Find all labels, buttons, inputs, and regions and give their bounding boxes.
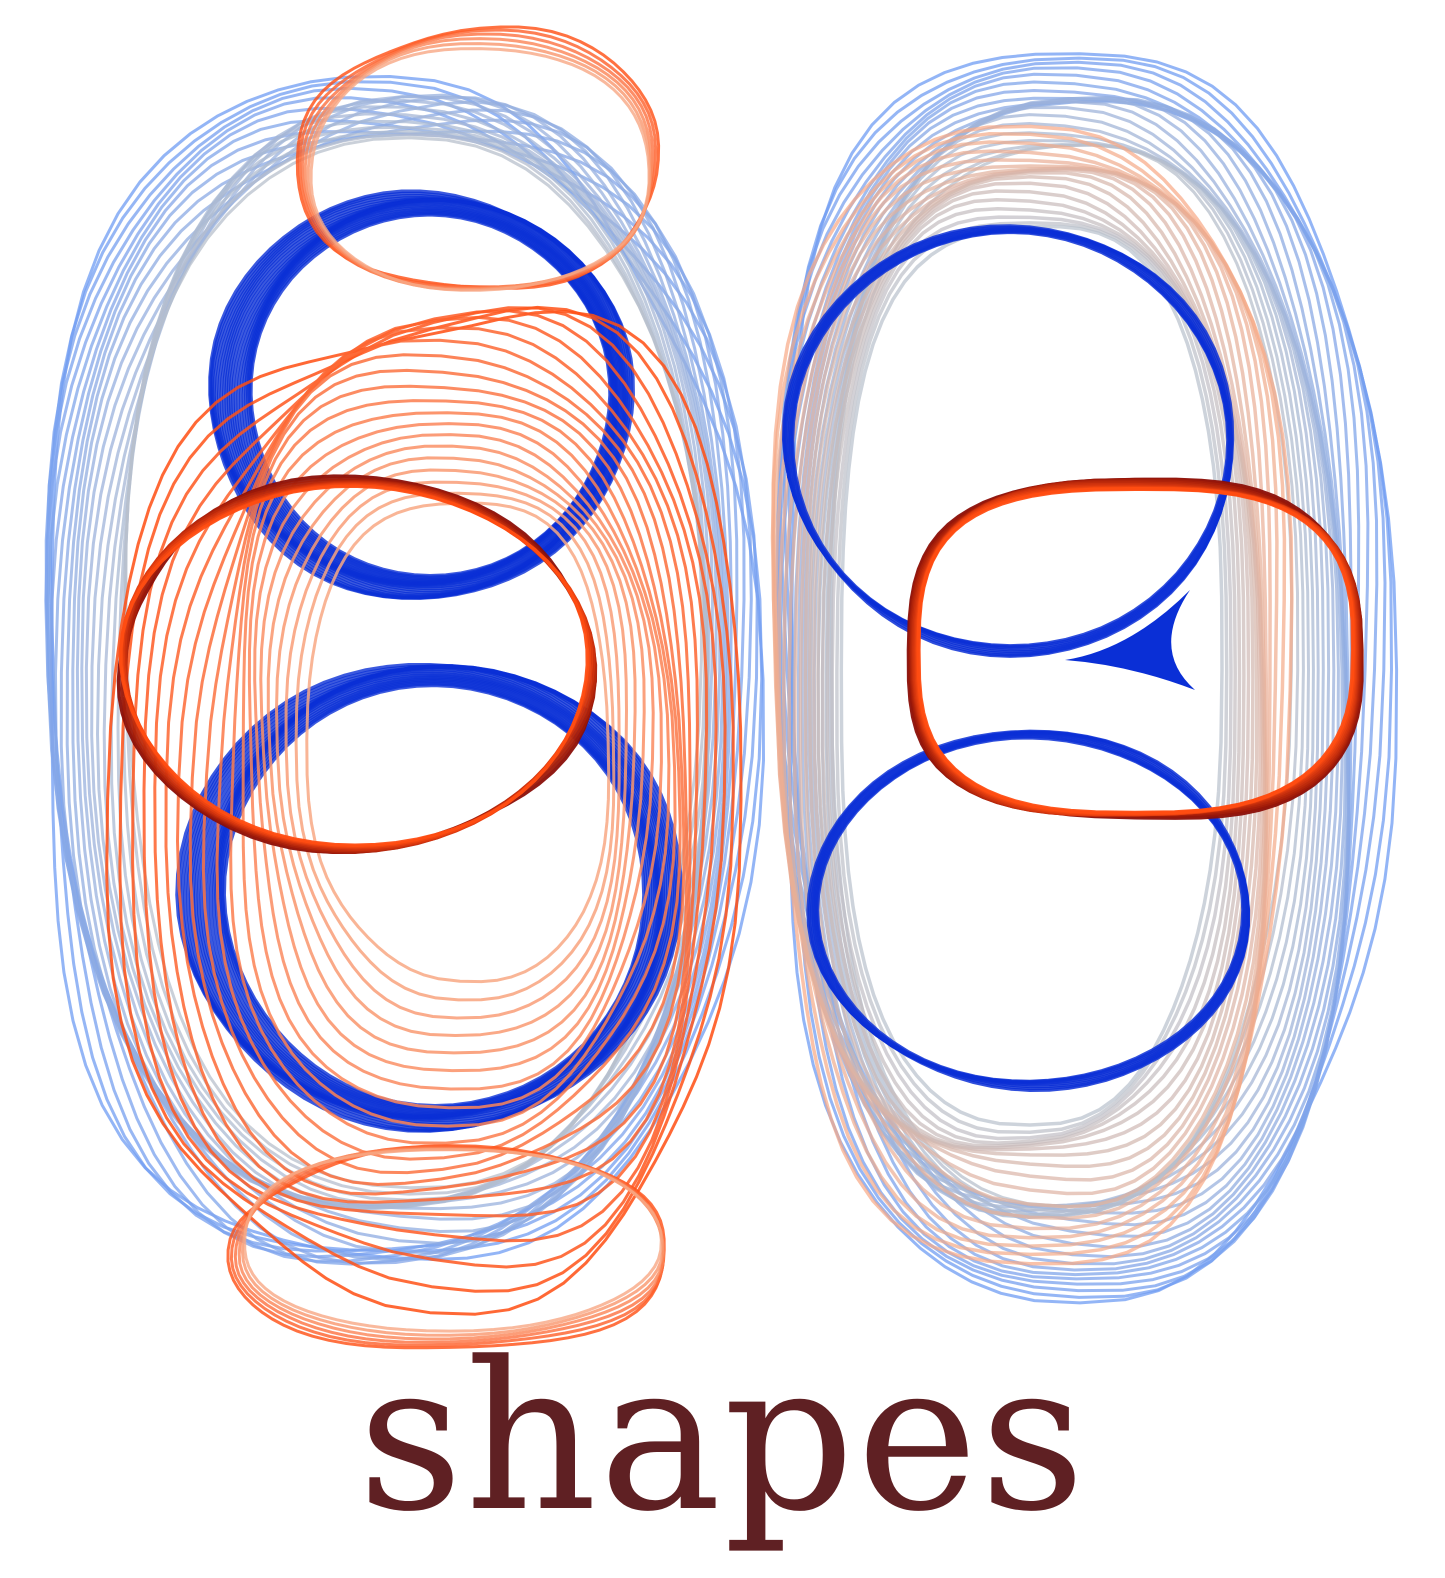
left-orange-contours [105, 305, 743, 1316]
left-orange-contours-contour-71 [201, 368, 686, 1175]
right-peach-contours-contour-142 [839, 224, 1224, 1127]
right-peach-contours-contour-137 [816, 189, 1246, 1150]
left-lower-blue-ring [175, 662, 683, 1133]
right-lower-blue-ring [806, 729, 1251, 1092]
left-upper-blue-ring-contour-42 [249, 213, 612, 578]
right-peach-contours-contour-136 [812, 181, 1251, 1152]
left-top-orange-lobe-contour-85 [300, 32, 655, 289]
left-orange-contours-contour-80 [284, 480, 621, 1020]
right-peach-contours-contour-135 [807, 175, 1255, 1157]
left-orange-contours-contour-72 [215, 384, 682, 1161]
left-orange-contours-contour-63 [105, 309, 743, 1316]
left-outer-blue-contour-16 [96, 105, 708, 1210]
left-orange-contours-contour-78 [266, 456, 637, 1055]
right-peach-contours-contour-132 [793, 166, 1265, 1196]
right-outer-blue-contour-106 [779, 66, 1379, 1286]
left-orange-contours-contour-66 [142, 309, 718, 1243]
right-red-core-contour-168 [916, 487, 1355, 815]
left-lower-blue-ring-contour-50 [193, 664, 668, 1121]
left-red-core-contour-102 [118, 484, 590, 848]
left-orange-contours-contour-65 [131, 306, 727, 1269]
left-outer-blue [44, 75, 765, 1266]
right-red-core [906, 477, 1364, 820]
left-lower-blue-ring-contour-62 [222, 683, 646, 1108]
right-upper-blue-ring-contour-150 [791, 231, 1230, 648]
right-peach-contours-contour-141 [835, 221, 1229, 1134]
right-peach-contours-contour-130 [781, 164, 1268, 1221]
right-outer-blue-contour-114 [797, 95, 1344, 1227]
left-orange-contours-contour-70 [188, 353, 689, 1186]
left-outer-blue-contour-12 [75, 95, 718, 1221]
left-outer-blue-contour-14 [84, 95, 711, 1207]
left-orange-contours-contour-82 [305, 501, 611, 984]
left-orange-contours-contour-67 [153, 315, 709, 1218]
left-orange-contours-contour-79 [275, 468, 628, 1037]
right-peach-contours-contour-140 [830, 215, 1233, 1141]
left-bottom-orange-lobe [226, 1144, 666, 1350]
left-orange-contours-contour-64 [118, 305, 735, 1293]
right-peach-contours-contour-138 [820, 197, 1242, 1148]
left-orange-contours-contour-77 [259, 444, 646, 1073]
right-lower-blue-ring-contour-158 [816, 736, 1245, 1083]
right-peach-contours-contour-133 [798, 168, 1262, 1182]
left-orange-contours-contour-81 [294, 491, 616, 1002]
left-orange-contours-contour-74 [241, 411, 671, 1128]
left-outer-blue-contour-15 [90, 98, 708, 1208]
left-orange-contours-contour-73 [229, 399, 677, 1145]
left-bottom-orange-lobe-contour-94 [243, 1148, 663, 1333]
left-top-orange-lobe [295, 25, 661, 292]
right-peach-contours-contour-139 [825, 207, 1237, 1145]
right-peach-contours-contour-131 [787, 166, 1267, 1209]
left-orange-contours-contour-75 [247, 422, 663, 1110]
left-orange-contours-contour-76 [253, 433, 655, 1091]
right-peach-contours [770, 124, 1294, 1266]
right-blue-cusp [1065, 590, 1195, 690]
left-outer-blue-contour-17 [102, 112, 709, 1211]
left-top-orange-lobe-contour-88 [309, 47, 651, 292]
right-peach-contours-contour-134 [803, 171, 1259, 1169]
left-red-core [116, 474, 598, 854]
caption-text: shapes [357, 1319, 1088, 1557]
left-upper-blue-ring [208, 189, 635, 600]
right-upper-blue-ring [782, 224, 1235, 658]
left-outer-blue-contour-11 [71, 100, 722, 1233]
